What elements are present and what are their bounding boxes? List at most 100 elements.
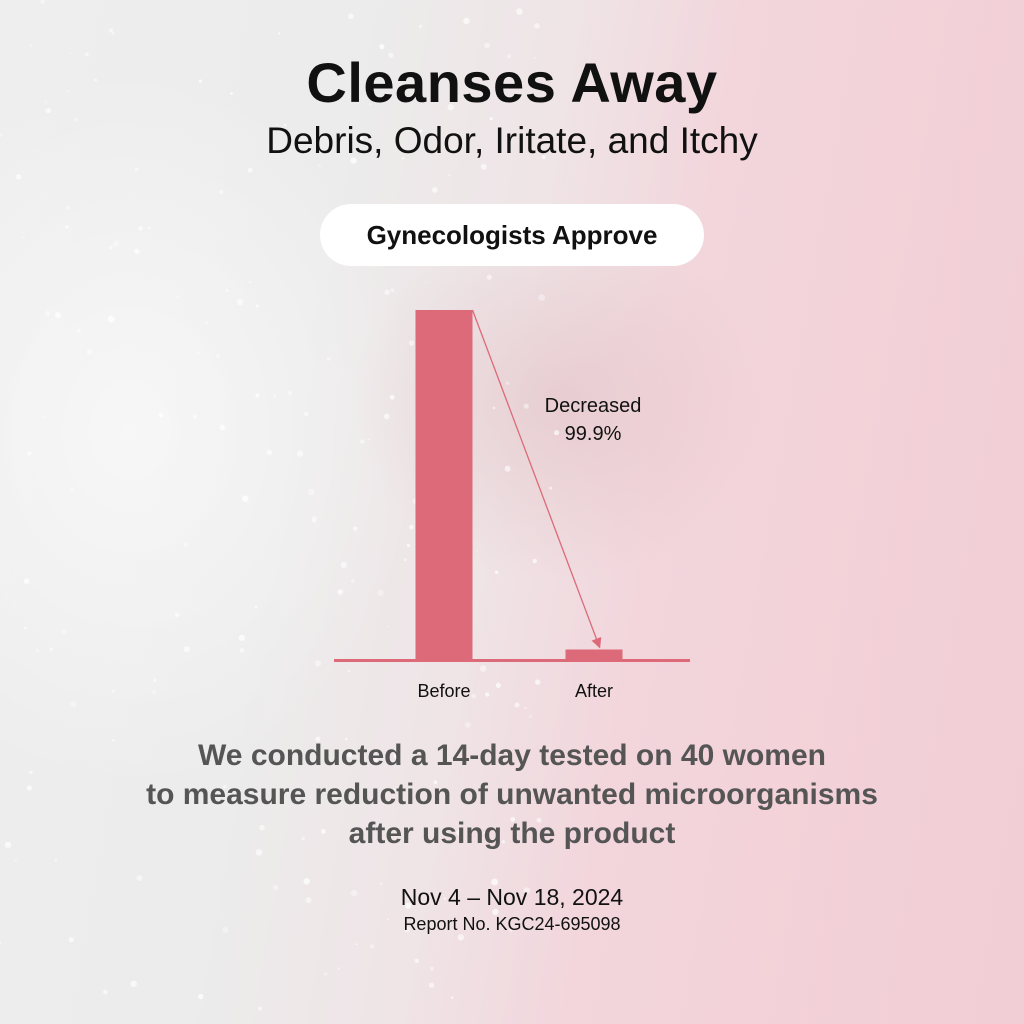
- foam-bubble: [312, 519, 316, 523]
- foam-bubble: [321, 829, 326, 834]
- foam-bubble: [174, 612, 180, 617]
- foam-bubble: [255, 304, 259, 308]
- foam-bubble: [359, 136, 364, 141]
- foam-bubble: [254, 605, 258, 609]
- foam-bubble: [476, 549, 479, 552]
- foam-bubble: [360, 439, 365, 444]
- foam-bubble: [219, 424, 226, 431]
- foam-bubble: [350, 157, 357, 164]
- foam-bubble: [404, 918, 407, 921]
- foam-bubble: [456, 829, 462, 836]
- foam-bubble: [523, 887, 531, 894]
- foam-bubble: [515, 825, 518, 828]
- foam-bubble: [216, 353, 220, 358]
- foam-bubble: [147, 226, 151, 230]
- foam-bubble: [4, 841, 12, 849]
- foam-bubble: [109, 28, 113, 33]
- foam-bubble: [337, 589, 344, 595]
- bar-after: [565, 649, 623, 660]
- foam-bubble: [103, 989, 108, 995]
- foam-bubble: [54, 312, 61, 319]
- foam-bubble: [471, 693, 476, 699]
- foam-bubble: [311, 516, 318, 522]
- foam-bubble: [337, 967, 341, 970]
- foam-bubble: [134, 248, 140, 254]
- foam-bubble: [69, 52, 71, 55]
- foam-bubble: [324, 972, 328, 976]
- foam-bubble: [205, 321, 209, 325]
- foam-bubble: [504, 465, 511, 472]
- foam-bubble: [239, 648, 245, 653]
- foam-bubble: [65, 500, 68, 502]
- foam-bubble: [508, 928, 513, 932]
- foam-bubble: [0, 941, 2, 945]
- foam-bubble: [538, 294, 546, 301]
- foam-bubble: [15, 174, 22, 180]
- bar-before: [415, 310, 473, 660]
- foam-bubble: [255, 849, 263, 856]
- foam-bubble: [236, 298, 244, 306]
- foam-bubble: [136, 875, 143, 881]
- foam-bubble: [102, 541, 105, 544]
- foam-bubble: [66, 205, 70, 210]
- foam-bubble: [42, 415, 45, 418]
- foam-bubble: [40, 0, 45, 4]
- foam-bubble: [501, 840, 506, 844]
- foam-bubble: [68, 937, 74, 943]
- foam-bubble: [523, 403, 529, 409]
- foam-bubble: [255, 393, 260, 398]
- foam-bubble: [347, 670, 350, 673]
- foam-bubble: [451, 996, 454, 999]
- foam-bubble: [49, 647, 53, 652]
- foam-bubble: [303, 878, 310, 885]
- foam-bubble: [183, 646, 190, 653]
- foam-bubble: [350, 889, 358, 897]
- foam-bubble: [67, 90, 70, 93]
- foam-bubble: [534, 23, 540, 29]
- foam-bubble: [389, 394, 395, 400]
- foam-bubble: [73, 118, 78, 122]
- foam-bubble: [393, 752, 401, 760]
- foam-bubble: [510, 816, 516, 822]
- foam-bubble: [368, 103, 372, 106]
- x-tick-label-after: After: [575, 681, 613, 701]
- foam-bubble: [432, 187, 438, 193]
- foam-bubble: [386, 625, 389, 628]
- foam-bubble: [541, 155, 546, 160]
- foam-bubble: [345, 737, 348, 741]
- foam-bubble: [391, 748, 396, 754]
- foam-bubble: [158, 412, 164, 418]
- foam-bubble: [418, 25, 423, 29]
- foam-bubble: [486, 274, 492, 280]
- foam-bubble: [492, 908, 499, 916]
- foam-bubble: [77, 328, 82, 333]
- foam-bubble: [7, 572, 9, 575]
- foam-bubble: [108, 245, 113, 250]
- foam-bubble: [532, 73, 536, 76]
- annotation-decreased-value: 99.9%: [565, 423, 622, 445]
- foam-bubble: [22, 236, 26, 239]
- foam-bubble: [26, 785, 32, 791]
- foam-bubble: [23, 578, 30, 584]
- foam-bubble: [70, 487, 75, 493]
- foam-bubble: [463, 17, 470, 25]
- foam-bubble: [535, 679, 541, 685]
- foam-bubble: [61, 628, 67, 635]
- foam-bubble: [297, 450, 304, 457]
- foam-bubble: [225, 642, 228, 645]
- foam-bubble: [48, 420, 51, 423]
- foam-bubble: [266, 449, 273, 456]
- foam-bubble: [238, 634, 245, 642]
- foam-bubble: [111, 32, 115, 35]
- foam-bubble: [377, 589, 384, 597]
- foam-bubble: [275, 123, 278, 126]
- foam-bubble: [222, 927, 229, 933]
- foam-bubble: [198, 993, 204, 1000]
- foam-bubble: [480, 163, 487, 170]
- foam-bubble: [348, 13, 354, 20]
- foam-bubble: [287, 390, 292, 396]
- foam-bubble: [350, 579, 355, 583]
- foam-bubble: [70, 701, 77, 708]
- foam-bubble: [554, 430, 560, 436]
